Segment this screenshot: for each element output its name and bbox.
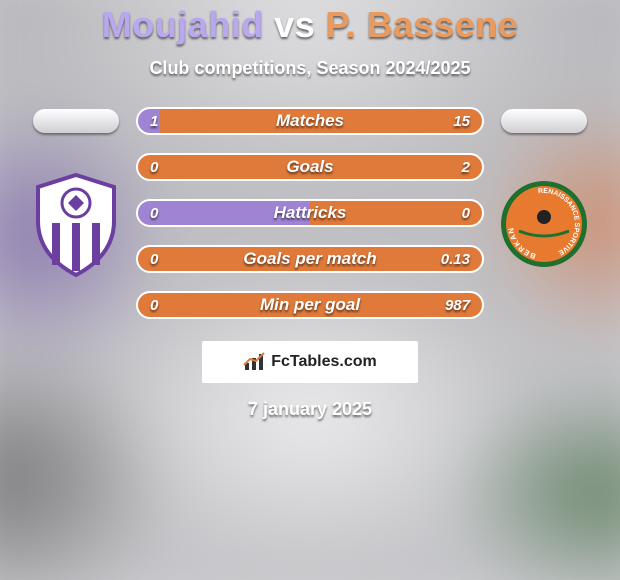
shield-stripes xyxy=(52,223,100,271)
stat-label: Min per goal xyxy=(138,293,482,317)
brand-text: FcTables.com xyxy=(271,353,377,371)
title-vs: vs xyxy=(264,4,326,45)
badge-ball xyxy=(537,210,551,224)
brand-box: FcTables.com xyxy=(202,341,418,383)
player1-pill xyxy=(33,109,119,133)
brand-chart-icon xyxy=(243,352,265,372)
player1-col xyxy=(16,103,136,279)
club-right-badge: RENAISSANCE SPORTIVE BERKANE xyxy=(496,169,592,279)
compare-area: 115Matches 02Goals 00Hattricks 00.13Goals p… xyxy=(0,103,620,319)
stat-bar: 02Goals xyxy=(136,153,484,181)
title-player1: Moujahid xyxy=(102,4,264,45)
player2-col: RENAISSANCE SPORTIVE BERKANE xyxy=(484,103,604,279)
club-left-badge xyxy=(28,169,124,279)
title-player2: P. Bassene xyxy=(326,4,518,45)
stat-bar: 00Hattricks xyxy=(136,199,484,227)
subtitle: Club competitions, Season 2024/2025 xyxy=(149,58,470,79)
stat-label: Matches xyxy=(138,109,482,133)
page-title: Moujahid vs P. Bassene xyxy=(102,4,519,46)
stat-label: Hattricks xyxy=(138,201,482,225)
stat-label: Goals per match xyxy=(138,247,482,271)
stat-label: Goals xyxy=(138,155,482,179)
stat-bar: 0987Min per goal xyxy=(136,291,484,319)
stat-bar: 00.13Goals per match xyxy=(136,245,484,273)
content: Moujahid vs P. Bassene Club competitions… xyxy=(0,0,620,580)
player2-pill xyxy=(501,109,587,133)
stat-bars: 115Matches 02Goals 00Hattricks 00.13Goals p… xyxy=(136,107,484,319)
stat-bar: 115Matches xyxy=(136,107,484,135)
date: 7 january 2025 xyxy=(248,399,372,420)
